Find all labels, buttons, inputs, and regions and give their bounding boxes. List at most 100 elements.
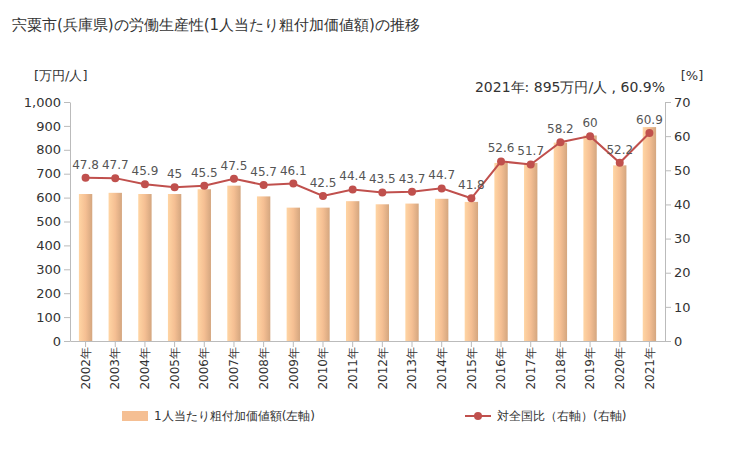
y-tick-label: 700 [36,166,61,181]
bar [138,194,151,341]
bar [346,201,359,341]
y-axis-line [70,103,71,342]
bar [227,186,240,341]
bar [405,204,418,341]
data-label: 52.2 [606,143,633,157]
legend-swatch [122,411,148,421]
bar [613,165,626,341]
marker [171,183,179,191]
data-labels: 47.847.745.94545.547.545.746.142.544.443… [72,113,663,192]
bar [316,208,329,341]
y-tick: 0 [53,334,70,349]
y2-axis-title: [%] [681,68,704,83]
y2-tick-mark [665,307,671,308]
marker [200,182,208,190]
y-tick: 900 [36,119,70,134]
x-tick-mark [619,341,620,347]
data-label: 44.7 [428,168,455,182]
bar [524,163,537,341]
data-label: 47.7 [102,158,129,172]
x-tick-label: 2007年 [227,347,241,390]
y-tick-mark [64,317,70,318]
y-tick-mark [64,174,70,175]
bar [287,208,300,341]
x-tick: 2008年 [257,341,271,390]
x-tick-mark [501,341,502,347]
marker [467,194,475,202]
x-tick-mark [530,341,531,347]
marker [408,188,416,196]
data-label: 60 [582,116,597,130]
x-tick: 2013年 [405,341,419,390]
bar [643,127,656,341]
y2-axis: 010203040506070 [665,95,691,349]
title: 宍粟市(兵庫県)の労働生産性(1人当たり粗付加価値額)の推移 [12,16,420,34]
marker [497,157,505,165]
x-tick: 2002年 [79,341,93,390]
y2-tick-label: 50 [674,163,691,178]
x-tick: 2014年 [435,341,449,390]
x-tick-mark [590,341,591,347]
y2-tick-mark [665,204,671,205]
x-tick-mark [382,341,383,347]
y-tick-label: 1,000 [24,95,61,110]
y-axis-title: [万円/人] [34,68,88,83]
x-tick-mark [352,341,353,347]
x-tick-label: 2003年 [108,347,122,390]
chart: 宍粟市(兵庫県)の労働生産性(1人当たり粗付加価値額)の推移 [万円/人] [%] 2… [0,0,729,450]
data-label: 47.8 [72,158,99,172]
x-tick-label: 2016年 [494,347,508,390]
bar [257,196,270,341]
y2-tick: 70 [665,95,691,110]
x-tick: 2009年 [287,341,301,390]
y-tick-label: 400 [36,238,61,253]
plot-area [79,127,656,341]
marker [289,180,297,188]
bar [554,143,567,341]
marker [645,129,653,137]
x-tick: 2010年 [316,341,330,390]
bar [168,194,181,341]
x-tick-label: 2010年 [316,347,330,390]
x-tick: 2004年 [138,341,152,390]
x-tick-mark [293,341,294,347]
markers [82,129,654,202]
bar [465,202,478,341]
x-axis: 2002年2003年2004年2005年2006年2007年2008年2009年… [71,341,666,390]
y-tick-mark [64,102,70,103]
y-tick: 700 [36,166,70,181]
x-tick-label: 2019年 [583,347,597,390]
legend-marker [474,412,482,420]
legend-item: 1人当たり粗付加価値額(左軸) [122,409,315,423]
x-tick-mark [471,341,472,347]
y2-tick: 20 [665,265,691,280]
bar [109,193,122,341]
y2-tick-label: 60 [674,129,691,144]
x-tick-label: 2018年 [554,347,568,390]
marker [319,192,327,200]
x-tick-label: 2009年 [287,347,301,390]
x-tick-mark [441,341,442,347]
y-tick-mark [64,341,70,342]
x-tick: 2003年 [108,341,122,390]
bar [376,204,389,341]
y2-tick-mark [665,239,671,240]
y-tick-label: 600 [36,190,61,205]
x-tick: 2020年 [613,341,627,390]
bar [435,199,448,341]
y-tick-mark [64,150,70,151]
marker [378,188,386,196]
marker [556,138,564,146]
y-tick: 600 [36,190,70,205]
x-tick-label: 2002年 [79,347,93,390]
y-tick: 800 [36,142,70,157]
bar [198,189,211,341]
marker [349,185,357,193]
y-tick-mark [64,126,70,127]
data-label: 45 [167,167,182,181]
x-tick-label: 2008年 [257,347,271,390]
x-tick: 2016年 [494,341,508,390]
x-tick-mark [144,341,145,347]
y2-tick-label: 70 [674,95,691,110]
y2-tick-mark [665,273,671,274]
